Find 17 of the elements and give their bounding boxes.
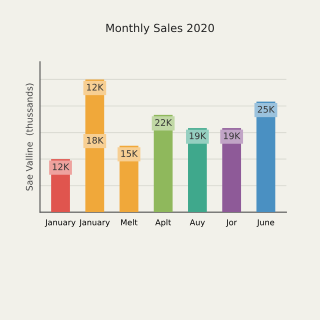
- data-label: 15K: [121, 150, 138, 157]
- data-label: 12K: [52, 163, 70, 170]
- data-label: 19K: [190, 132, 206, 140]
- x-tick-label: Melt: [121, 219, 138, 226]
- x-tick-label: June: [256, 219, 274, 227]
- data-label: 12K: [87, 84, 104, 90]
- chart-title: Monthly Sales 2020: [106, 24, 214, 34]
- y-axis-title: Sae Valline (thussands): [26, 84, 34, 191]
- data-label: 22K: [155, 119, 172, 126]
- data-label: 19K: [224, 132, 241, 140]
- x-tick-label: Auy: [190, 219, 205, 227]
- x-tick-label: Aplt: [155, 219, 172, 227]
- data-label: 18K: [87, 136, 104, 144]
- x-tick-label: Jor: [226, 219, 237, 227]
- x-tick-label: January: [44, 219, 76, 227]
- x-tick-label: January: [79, 219, 110, 227]
- data-label: 25K: [258, 106, 275, 113]
